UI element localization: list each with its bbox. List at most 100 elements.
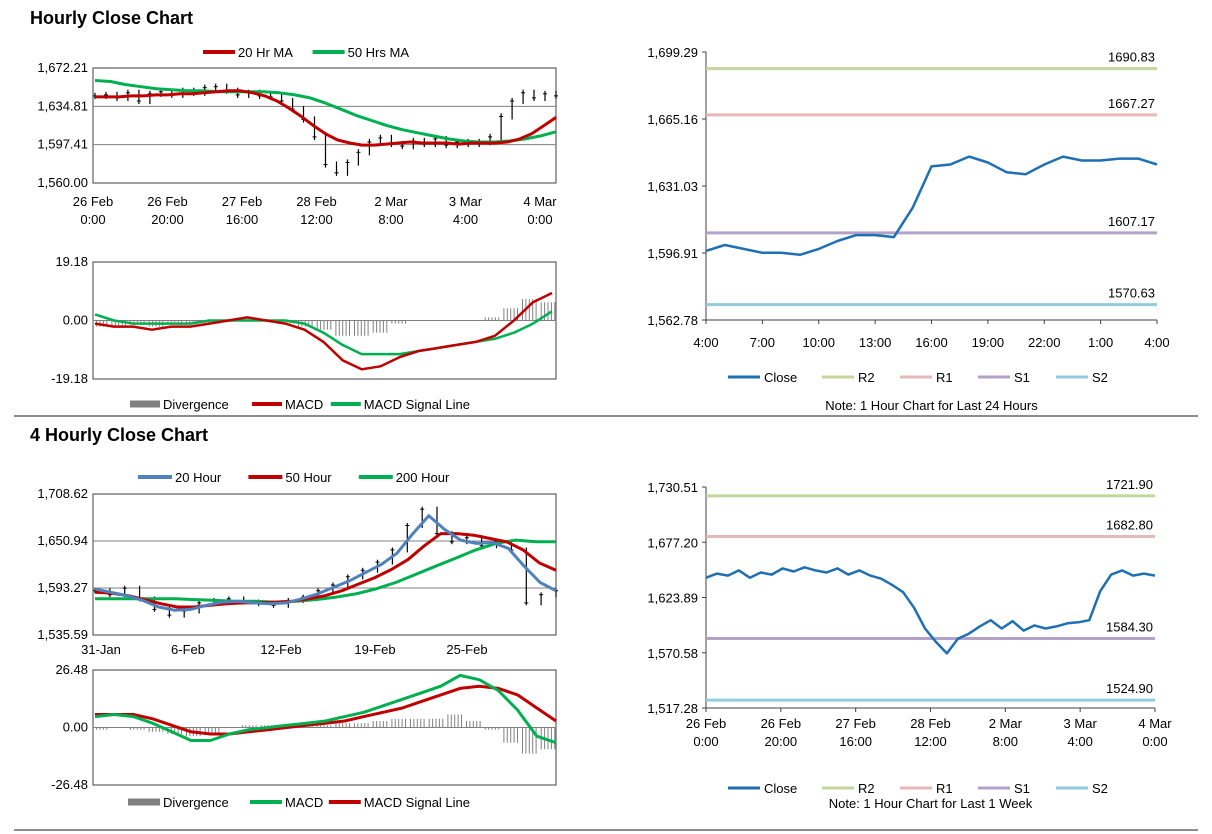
hourly-levels-y-tick: 1,596.91 xyxy=(647,246,698,261)
four-hourly-levels-legend-label: R2 xyxy=(858,781,875,796)
hourly-price-x-tick-time: 12:00 xyxy=(300,212,333,227)
four-hourly-price-y-tick: 1,535.59 xyxy=(37,627,88,642)
four-hourly-price-legend-label: 200 Hour xyxy=(396,470,450,485)
hourly-levels-s2-level-label: 1570.63 xyxy=(1108,286,1155,301)
hourly-20-ma-line xyxy=(95,89,557,147)
hourly-levels-y-tick: 1,699.29 xyxy=(647,45,698,60)
hourly-levels-x-tick: 19:00 xyxy=(972,335,1005,350)
four-hourly-macd-y-tick: 26.48 xyxy=(55,662,88,677)
hourly-levels-x-tick: 4:00 xyxy=(693,335,718,350)
hourly-price-x-tick-date: 28 Feb xyxy=(296,194,336,209)
hourly-price-frame xyxy=(92,67,557,184)
four-hourly-levels-x-tick-time: 20:00 xyxy=(765,734,798,749)
four-hourly-levels-y-tick: 1,517.28 xyxy=(647,701,698,716)
four-hourly-levels-x-tick-date: 26 Feb xyxy=(686,716,726,731)
four-hourly-levels-x-tick-date: 2 Mar xyxy=(989,716,1023,731)
four-hourly-levels-y-tick: 1,623.89 xyxy=(647,591,698,606)
hourly-macd-signal-line xyxy=(94,310,553,356)
hourly-levels-y-tick: 1,631.03 xyxy=(647,179,698,194)
four-hourly-levels-x-tick-date: 3 Mar xyxy=(1064,716,1098,731)
four-hourly-macd-y-tick: -26.48 xyxy=(51,777,88,792)
hourly-price-x-tick-time: 0:00 xyxy=(80,212,105,227)
hourly-levels-legend-label: S1 xyxy=(1014,370,1030,385)
hourly-levels-s1-level-label: 1607.17 xyxy=(1108,214,1155,229)
hourly-levels-x-tick: 22:00 xyxy=(1028,335,1061,350)
hourly-price-legend-label: 50 Hrs MA xyxy=(348,45,410,60)
hourly-levels-y-tick: 1,665.16 xyxy=(647,112,698,127)
hourly-levels-legend-label: Close xyxy=(764,370,797,385)
section-divider xyxy=(14,415,1198,417)
four-hourly-levels-y-tick: 1,677.20 xyxy=(647,535,698,550)
four-hourly-levels-legend-label: S2 xyxy=(1092,781,1108,796)
four-hourly-levels-note: Note: 1 Hour Chart for Last 1 Week xyxy=(829,796,1033,811)
four-hourly-macd-legend-label: Divergence xyxy=(163,795,229,810)
four-hourly-levels-x-tick-time: 8:00 xyxy=(993,734,1018,749)
four-hourly-price-x-tick: 31-Jan xyxy=(81,642,121,657)
hourly-price-y-tick: 1,634.81 xyxy=(37,98,88,113)
hourly-levels-r1-level-label: 1667.27 xyxy=(1108,96,1155,111)
four-hourly-200-hour-line xyxy=(95,538,556,604)
hourly-macd-legend-label: MACD xyxy=(285,397,323,412)
four-hourly-levels-x-tick-time: 0:00 xyxy=(693,734,718,749)
four-hourly-price-x-tick: 25-Feb xyxy=(446,642,487,657)
four-hourly-levels-s2-level-label: 1524.90 xyxy=(1106,681,1153,696)
four-hourly-levels-x-tick-date: 4 Mar xyxy=(1138,716,1172,731)
four-hourly-20-hour-line xyxy=(94,514,557,612)
four-hourly-levels-legend-label: R1 xyxy=(936,781,953,796)
hourly-price-x-tick-time: 4:00 xyxy=(453,212,478,227)
hourly-levels-legend-label: R2 xyxy=(858,370,875,385)
four-hourly-levels-y-tick: 1,570.58 xyxy=(647,646,698,661)
four-hourly-price-legend-label: 50 Hour xyxy=(285,470,332,485)
hourly-levels-x-tick: 1:00 xyxy=(1088,335,1113,350)
four-hourly-price-frame xyxy=(92,493,557,636)
hourly-price-x-tick-date: 26 Feb xyxy=(73,194,113,209)
four-hourly-price-y-tick: 1,708.62 xyxy=(37,486,88,501)
four-hourly-levels-legend-label: S1 xyxy=(1014,781,1030,796)
four-hourly-levels-r1-level-label: 1682.80 xyxy=(1106,517,1153,532)
four-hourly-levels-x-tick-time: 4:00 xyxy=(1068,734,1093,749)
hourly-macd-y-tick: 0.00 xyxy=(63,313,88,328)
four-hourly-50-hour-line xyxy=(94,532,557,609)
four-hourly-macd-signal-line xyxy=(95,684,557,736)
hourly-price-legend-label: 20 Hr MA xyxy=(238,45,293,60)
four-hourly-levels-x-tick-time: 16:00 xyxy=(839,734,872,749)
hourly-macd-legend-label: Divergence xyxy=(163,397,229,412)
four-hourly-levels-r2-level-label: 1721.90 xyxy=(1106,477,1153,492)
hourly-price-x-tick-time: 0:00 xyxy=(527,212,552,227)
hourly-price-y-tick: 1,560.00 xyxy=(37,175,88,190)
hourly-macd-y-tick: -19.18 xyxy=(51,371,88,386)
hourly-levels-x-tick: 13:00 xyxy=(859,335,892,350)
hourly-levels-x-tick: 16:00 xyxy=(915,335,948,350)
hourly-levels-x-tick: 4:00 xyxy=(1144,335,1169,350)
four-hourly-levels-x-tick-date: 28 Feb xyxy=(910,716,950,731)
hourly-price-y-tick: 1,672.21 xyxy=(37,60,88,75)
four-hourly-price-legend-label: 20 Hour xyxy=(175,470,222,485)
hourly-levels-close-line xyxy=(705,155,1158,257)
hourly-price-x-tick-time: 20:00 xyxy=(151,212,184,227)
hourly-price-x-tick-date: 26 Feb xyxy=(147,194,187,209)
hourly-macd-legend-label: MACD Signal Line xyxy=(364,397,470,412)
hourly-price-x-tick-date: 4 Mar xyxy=(523,194,557,209)
four-hourly-levels-s1-level-label: 1584.30 xyxy=(1106,620,1153,635)
four-hourly-price-x-tick: 12-Feb xyxy=(260,642,301,657)
hourly-price-x-tick-date: 2 Mar xyxy=(374,194,408,209)
hourly-levels-r2-level-label: 1690.83 xyxy=(1108,50,1155,65)
four-hourly-levels-x-tick-time: 0:00 xyxy=(1142,734,1167,749)
hourly-levels-note: Note: 1 Hour Chart for Last 24 Hours xyxy=(825,398,1038,413)
four-hourly-levels-x-tick-date: 27 Feb xyxy=(835,716,875,731)
hourly-levels-x-tick: 7:00 xyxy=(750,335,775,350)
four-hourly-levels-close-line xyxy=(705,566,1156,655)
four-hourly-section-title: 4 Hourly Close Chart xyxy=(30,425,209,445)
four-hourly-macd-line xyxy=(94,673,557,745)
four-hourly-price-y-tick: 1,650.94 xyxy=(37,533,88,548)
hourly-macd-line xyxy=(94,291,553,371)
hourly-levels-x-tick: 10:00 xyxy=(802,335,835,350)
hourly-macd-y-tick: 19.18 xyxy=(55,254,88,269)
four-hourly-price-x-tick: 6-Feb xyxy=(171,642,205,657)
four-hourly-macd-legend-label: MACD xyxy=(285,795,323,810)
four-hourly-levels-x-tick-time: 12:00 xyxy=(914,734,947,749)
bottom-divider xyxy=(14,829,1198,831)
hourly-levels-legend-label: R1 xyxy=(936,370,953,385)
four-hourly-macd-legend-label: MACD Signal Line xyxy=(364,795,470,810)
